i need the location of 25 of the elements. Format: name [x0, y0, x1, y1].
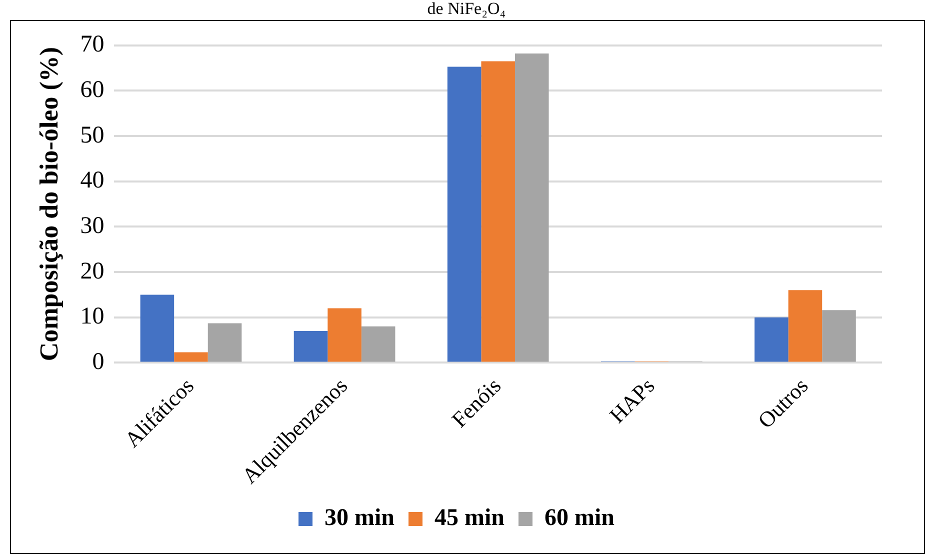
- y-tick-label: 70: [80, 32, 104, 58]
- bar: [514, 54, 549, 362]
- y-tick-label: 10: [80, 304, 104, 330]
- chart-title: de NiFe₂O₄: [426, 0, 507, 18]
- bar: [140, 294, 174, 362]
- bar: [294, 330, 328, 362]
- y-tick-label: 40: [80, 168, 104, 194]
- bar: [822, 310, 856, 362]
- bar: [481, 61, 515, 362]
- y-tick-label: 20: [80, 258, 104, 284]
- y-tick-label: 0: [92, 348, 104, 375]
- bar: [208, 323, 242, 362]
- bar: [328, 308, 362, 362]
- bar: [447, 66, 482, 362]
- legend-label: 30 min: [324, 505, 395, 532]
- y-tick-label: 60: [80, 77, 104, 104]
- y-tick-label: 50: [80, 122, 104, 148]
- bar: [174, 352, 208, 362]
- bar: [361, 326, 396, 362]
- legend-label: 45 min: [434, 505, 505, 532]
- y-axis-title: Composição do bio-óleo (%): [34, 46, 64, 362]
- bar: [754, 317, 788, 362]
- legend-label: 60 min: [544, 505, 615, 532]
- bar: [788, 290, 822, 362]
- y-tick-label: 30: [80, 213, 104, 240]
